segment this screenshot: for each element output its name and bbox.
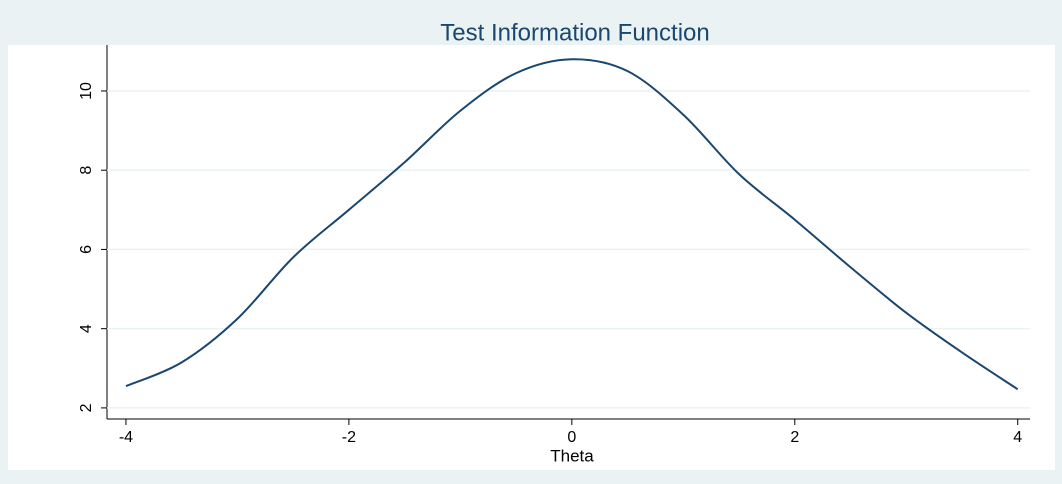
x-tick-label: -4 [119, 429, 133, 446]
y-tick-label: 6 [78, 245, 95, 254]
y-tick-label: 8 [78, 166, 95, 175]
line-series [125, 58, 1019, 391]
plot-region [8, 45, 1055, 470]
x-axis-label: Theta [550, 446, 594, 465]
chart-title: Test Information Function [440, 19, 709, 46]
y-tick-label: 10 [78, 82, 95, 100]
y-tick-label: 4 [78, 324, 95, 333]
x-tick-label: 0 [567, 429, 576, 446]
x-tick-label: 4 [1013, 429, 1022, 446]
x-tick-label: 2 [790, 429, 799, 446]
y-tick-label: 2 [78, 403, 95, 412]
x-tick-label: -2 [342, 429, 356, 446]
